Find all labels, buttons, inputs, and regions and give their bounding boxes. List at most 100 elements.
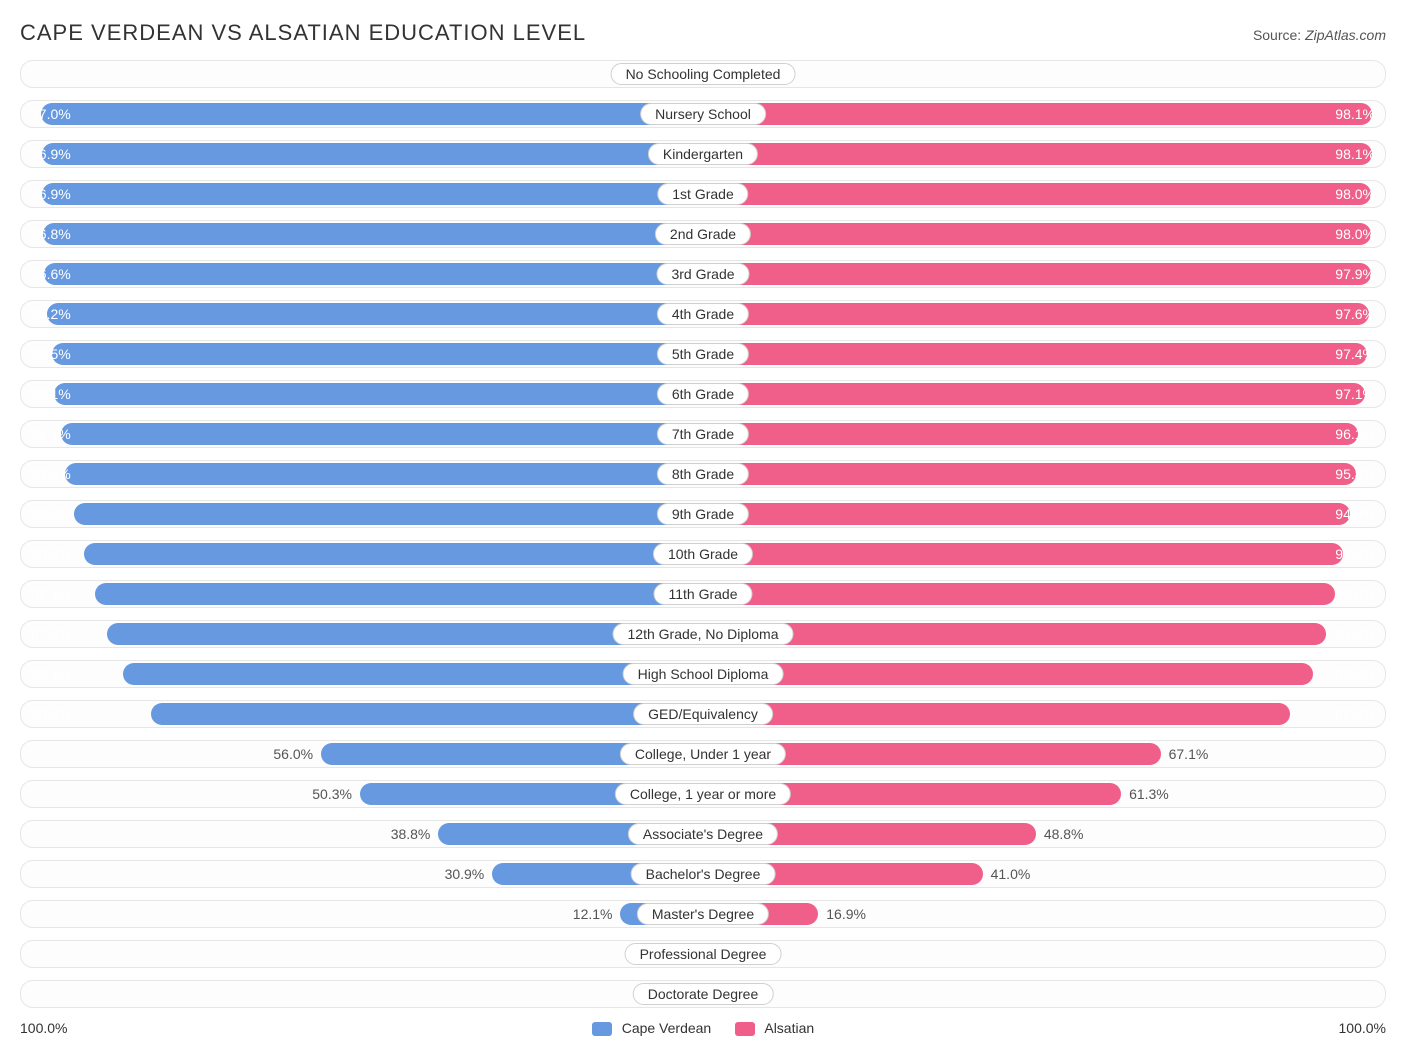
pct-right: 91.3% — [1335, 621, 1375, 647]
pct-right: 67.1% — [1169, 741, 1209, 767]
chart-row: 12.1%16.9%Master's Degree — [20, 900, 1386, 928]
bar-left — [84, 543, 703, 565]
category-label: 6th Grade — [657, 383, 749, 405]
pct-right: 97.1% — [1335, 381, 1375, 407]
bar-left — [123, 663, 703, 685]
pct-left: 38.8% — [391, 821, 431, 847]
category-label: 7th Grade — [657, 423, 749, 445]
chart-row: 87.4% 91.3% 12th Grade, No Diploma — [20, 620, 1386, 648]
chart-row: 1.4%2.1%Doctorate Degree — [20, 980, 1386, 1008]
chart-row: 80.9%86.0%GED/Equivalency — [20, 700, 1386, 728]
category-label: 3rd Grade — [656, 263, 749, 285]
pct-right: 97.6% — [1335, 301, 1375, 327]
bar-right — [703, 103, 1372, 125]
category-label: GED/Equivalency — [633, 703, 773, 725]
chart-row: 96.9%98.1%Kindergarten — [20, 140, 1386, 168]
bar-right — [703, 343, 1367, 365]
pct-right: 16.9% — [826, 901, 866, 927]
legend-swatch-left — [592, 1022, 612, 1036]
axis-right-label: 100.0% — [1339, 1020, 1386, 1036]
chart-row: 94.1%96.1%7th Grade — [20, 420, 1386, 448]
category-label: Nursery School — [640, 103, 766, 125]
chart-row: 97.0% 98.1% Nursery School — [20, 100, 1386, 128]
bar-right — [703, 223, 1371, 245]
pct-right: 98.1% — [1335, 141, 1375, 167]
bar-right — [703, 583, 1335, 605]
chart-row: 90.8%93.8%10th Grade — [20, 540, 1386, 568]
pct-left: 95.1% — [31, 381, 71, 407]
legend: Cape Verdean Alsatian — [592, 1020, 814, 1036]
category-label: Bachelor's Degree — [631, 863, 776, 885]
pct-right: 61.3% — [1129, 781, 1169, 807]
pct-left: 96.6% — [31, 261, 71, 287]
category-label: 5th Grade — [657, 343, 749, 365]
bar-left — [42, 143, 703, 165]
pct-left: 94.1% — [31, 421, 71, 447]
legend-item-left: Cape Verdean — [592, 1020, 711, 1036]
category-label: No Schooling Completed — [611, 63, 796, 85]
bar-left — [95, 583, 703, 605]
chart-row: 95.5%97.4%5th Grade — [20, 340, 1386, 368]
source-value: ZipAtlas.com — [1305, 27, 1386, 43]
pct-left: 96.8% — [31, 221, 71, 247]
bar-left — [41, 103, 703, 125]
pct-right: 93.8% — [1335, 541, 1375, 567]
pct-right: 95.8% — [1335, 461, 1375, 487]
bar-right — [703, 623, 1326, 645]
category-label: 4th Grade — [657, 303, 749, 325]
pct-right: 41.0% — [991, 861, 1031, 887]
category-label: Professional Degree — [625, 943, 782, 965]
bar-left — [43, 223, 703, 245]
category-label: College, Under 1 year — [620, 743, 786, 765]
bar-right — [703, 543, 1343, 565]
category-label: 12th Grade, No Diploma — [613, 623, 794, 645]
pct-right: 98.0% — [1335, 221, 1375, 247]
category-label: Kindergarten — [648, 143, 758, 165]
bar-left — [151, 703, 703, 725]
pct-left: 97.0% — [31, 101, 71, 127]
bar-right — [703, 463, 1356, 485]
bar-right — [703, 303, 1369, 325]
chart-row: 96.6%97.9%3rd Grade — [20, 260, 1386, 288]
pct-left: 85.1% — [31, 661, 71, 687]
chart-row: 95.1% 97.1% 6th Grade — [20, 380, 1386, 408]
legend-label-right: Alsatian — [764, 1020, 814, 1036]
pct-left: 80.9% — [31, 701, 71, 727]
pct-left: 30.9% — [445, 861, 485, 887]
chart-row: 3.4%5.2%Professional Degree — [20, 940, 1386, 968]
bar-left — [44, 263, 703, 285]
bar-left — [52, 343, 703, 365]
pct-right: 89.4% — [1335, 661, 1375, 687]
pct-right: 98.1% — [1335, 101, 1375, 127]
legend-swatch-right — [735, 1022, 755, 1036]
chart-source: Source: ZipAtlas.com — [1253, 27, 1386, 43]
pct-left: 96.2% — [31, 301, 71, 327]
axis-row: 100.0% Cape Verdean Alsatian 100.0% — [20, 1020, 1386, 1036]
source-label: Source: — [1253, 27, 1301, 43]
pct-right: 98.0% — [1335, 181, 1375, 207]
pct-left: 87.4% — [31, 621, 71, 647]
pct-right: 94.9% — [1335, 501, 1375, 527]
category-label: 9th Grade — [657, 503, 749, 525]
chart-row: 96.2% 97.6% 4th Grade — [20, 300, 1386, 328]
axis-left-label: 100.0% — [20, 1020, 67, 1036]
bar-right — [703, 263, 1371, 285]
bar-left — [42, 183, 703, 205]
bar-left — [65, 463, 703, 485]
chart-row: 38.8%48.8%Associate's Degree — [20, 820, 1386, 848]
bar-left — [47, 303, 703, 325]
pct-left: 92.2% — [31, 501, 71, 527]
bar-left — [54, 383, 703, 405]
pct-left: 96.9% — [31, 181, 71, 207]
bar-left — [61, 423, 703, 445]
chart-row: 56.0%67.1%College, Under 1 year — [20, 740, 1386, 768]
category-label: Associate's Degree — [628, 823, 778, 845]
chart-row: 93.5%95.8%8th Grade — [20, 460, 1386, 488]
chart-title: CAPE VERDEAN VS ALSATIAN EDUCATION LEVEL — [20, 20, 586, 46]
category-label: Doctorate Degree — [633, 983, 774, 1005]
bar-right — [703, 383, 1365, 405]
bar-right — [703, 703, 1290, 725]
legend-item-right: Alsatian — [735, 1020, 814, 1036]
pct-left: 12.1% — [573, 901, 613, 927]
chart-row: 85.1%89.4%High School Diploma — [20, 660, 1386, 688]
